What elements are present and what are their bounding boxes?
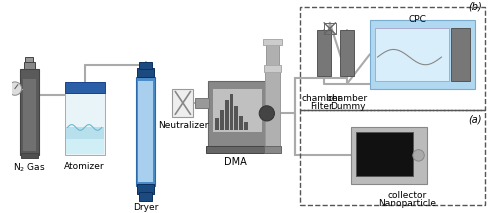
Bar [208, 81, 274, 146]
Text: Nanoparticle: Nanoparticle [378, 199, 436, 208]
Bar [370, 20, 475, 89]
Text: chamber: chamber [328, 94, 368, 103]
Text: N$_2$ Gas: N$_2$ Gas [13, 161, 46, 174]
Circle shape [8, 82, 22, 95]
Bar [351, 127, 427, 184]
Bar [172, 89, 194, 117]
Bar [20, 69, 39, 155]
Bar [24, 62, 35, 69]
Bar [64, 82, 104, 93]
Text: DMA: DMA [224, 157, 246, 167]
Text: (a): (a) [468, 114, 481, 124]
Bar [22, 79, 36, 151]
Bar [263, 39, 282, 45]
Bar [451, 27, 470, 81]
Bar [66, 127, 104, 154]
Bar [139, 62, 152, 69]
Text: (b): (b) [468, 1, 481, 11]
Bar [139, 192, 152, 201]
Bar [225, 99, 228, 130]
Bar [216, 118, 219, 130]
Bar [230, 94, 234, 130]
Bar [206, 146, 276, 153]
Circle shape [413, 150, 424, 161]
Bar [234, 106, 238, 130]
Text: chamber: chamber [301, 94, 342, 103]
Bar [318, 30, 331, 76]
Text: Atomizer: Atomizer [64, 162, 105, 171]
Text: Dryer: Dryer [133, 203, 158, 212]
Text: Neutralizer: Neutralizer [158, 121, 208, 130]
Bar [264, 146, 281, 153]
Text: CPC: CPC [408, 15, 426, 24]
Bar [266, 41, 279, 65]
Bar [239, 116, 243, 130]
Bar [300, 7, 486, 109]
Bar [64, 93, 104, 155]
Bar [66, 139, 104, 154]
Bar [212, 88, 262, 131]
Bar [324, 23, 336, 34]
Bar [265, 72, 280, 146]
Bar [300, 109, 486, 205]
Text: collector: collector [388, 191, 426, 200]
Circle shape [259, 106, 274, 121]
Bar [340, 30, 353, 76]
Bar [220, 109, 224, 130]
Bar [244, 122, 248, 130]
Bar [137, 68, 154, 77]
Bar [20, 153, 38, 158]
Text: Dummy: Dummy [330, 102, 366, 111]
Bar [136, 77, 155, 186]
Bar [264, 65, 281, 72]
Bar [137, 184, 154, 194]
Bar [196, 98, 208, 108]
Bar [138, 81, 154, 182]
Text: Filter: Filter [310, 102, 332, 111]
Bar [356, 132, 413, 176]
Bar [374, 27, 449, 81]
Bar [26, 57, 33, 62]
